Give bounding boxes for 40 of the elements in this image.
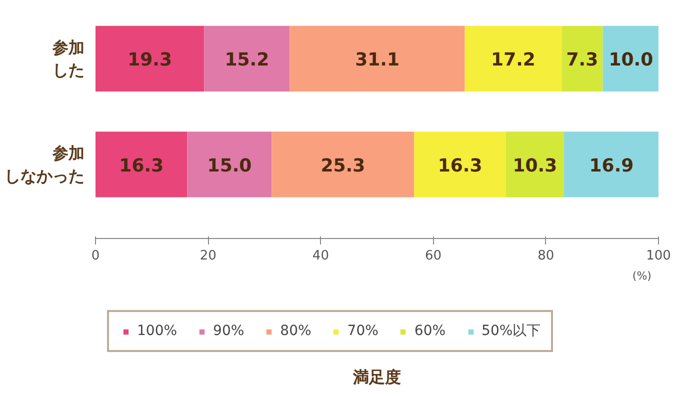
data-label: 16.9 <box>589 155 634 176</box>
legend-label: 80% <box>280 323 312 339</box>
bar <box>96 26 204 92</box>
bar <box>506 132 564 198</box>
x-tick-label: 80 <box>538 248 554 264</box>
legend-label: 50%以下 <box>482 322 541 340</box>
data-label: 19.3 <box>128 50 172 71</box>
data-label: 15.2 <box>224 50 270 71</box>
x-tick-label: 0 <box>91 248 100 264</box>
data-label: 25.3 <box>320 155 366 176</box>
bar <box>96 132 188 198</box>
bar <box>272 132 414 198</box>
x-axis-title: (%) <box>632 270 652 282</box>
data-label: 10.3 <box>512 155 558 176</box>
bar <box>290 26 465 92</box>
y-tick-label: 参加しなかった <box>4 144 84 186</box>
bar <box>562 26 603 92</box>
bar <box>204 26 290 92</box>
data-label: 10.0 <box>608 50 654 71</box>
legend-title: 満足度 <box>352 368 401 386</box>
data-label: 31.1 <box>355 50 400 71</box>
x-tick-label: 60 <box>425 248 442 264</box>
data-label: 16.3 <box>438 155 482 176</box>
data-label: 15.0 <box>207 155 252 176</box>
data-label: 7.3 <box>566 50 598 71</box>
legend-label: 100% <box>137 323 178 339</box>
bar <box>187 132 272 198</box>
data-label: 16.3 <box>119 155 164 176</box>
bar <box>464 26 562 92</box>
x-tick-label: 40 <box>312 248 329 264</box>
legend-label: 60% <box>414 323 446 339</box>
bar <box>602 26 658 92</box>
bar <box>414 132 506 198</box>
y-tick-label: 参加した <box>52 38 84 80</box>
legend-label: 90% <box>213 323 244 339</box>
data-label: 17.2 <box>491 50 536 71</box>
legend-label: 70% <box>347 323 378 339</box>
bar <box>564 132 658 198</box>
x-tick-label: 20 <box>200 248 216 264</box>
x-tick-label: 100 <box>646 248 671 264</box>
